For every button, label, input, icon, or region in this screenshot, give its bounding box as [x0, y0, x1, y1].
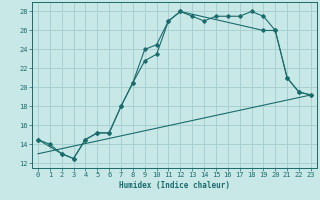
X-axis label: Humidex (Indice chaleur): Humidex (Indice chaleur): [119, 181, 230, 190]
